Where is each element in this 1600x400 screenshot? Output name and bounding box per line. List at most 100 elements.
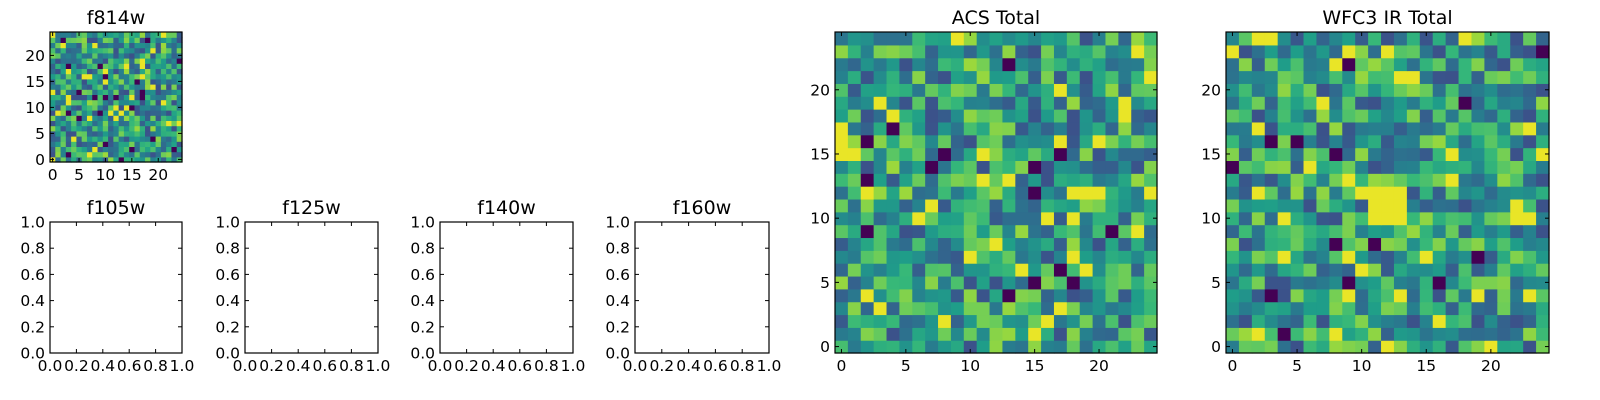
heatmap-cell — [1303, 83, 1318, 97]
heatmap-cell — [155, 104, 162, 111]
heatmap-cell — [1484, 173, 1498, 187]
heatmap-cell — [1226, 275, 1240, 290]
heatmap-cell — [1329, 173, 1343, 187]
heatmap-cell — [1105, 70, 1119, 84]
heatmap-cell — [963, 173, 978, 187]
heatmap-cell — [1368, 237, 1382, 251]
heatmap-cell — [113, 136, 120, 142]
heatmap-cell — [92, 115, 99, 121]
heatmap-cell — [1015, 70, 1029, 84]
heatmap-cell — [835, 147, 849, 161]
heatmap-cell — [1342, 147, 1356, 161]
heatmap-cell — [1523, 301, 1537, 316]
heatmap-cell — [1523, 327, 1537, 341]
heatmap-cell — [171, 78, 178, 85]
heatmap-cell — [1118, 327, 1132, 341]
heatmap-cell — [873, 83, 888, 97]
heatmap-cell — [50, 63, 56, 69]
heatmap-cell — [60, 32, 67, 38]
heatmap-cell — [1092, 83, 1107, 97]
heatmap-cell — [1053, 198, 1068, 213]
heatmap-cell — [81, 32, 88, 38]
heatmap-cell — [1355, 32, 1369, 46]
heatmap-cell — [50, 89, 56, 95]
heatmap-cell — [1226, 263, 1240, 277]
heatmap-cell — [1144, 57, 1158, 72]
heatmap-cell — [886, 340, 900, 354]
heatmap-cell — [166, 136, 173, 142]
heatmap-cell — [123, 58, 130, 64]
heatmap-cell — [1484, 250, 1498, 264]
heatmap-cell — [1105, 237, 1119, 251]
y-tick-label: 0.8 — [215, 240, 240, 258]
heatmap-cell — [1393, 198, 1408, 213]
heatmap-cell — [860, 134, 875, 149]
heatmap-cell — [835, 198, 849, 213]
heatmap-cell — [1458, 134, 1473, 149]
heatmap-cell — [129, 84, 136, 90]
heatmap-cell — [1497, 160, 1511, 174]
heatmap-cell — [1066, 70, 1081, 84]
heatmap-cell — [950, 32, 965, 46]
heatmap-cell — [925, 340, 939, 354]
heatmap-cell — [1471, 237, 1485, 251]
heatmap-cell — [899, 44, 913, 59]
heatmap-cell — [1028, 44, 1042, 59]
y-tick-label: 0.6 — [215, 266, 240, 284]
heatmap-cell — [108, 146, 114, 153]
heatmap-cell — [912, 314, 926, 328]
heatmap-cell — [976, 340, 991, 354]
heatmap-cell — [81, 151, 88, 158]
heatmap-cell — [71, 89, 77, 95]
heatmap-cell — [166, 42, 173, 49]
heatmap-cell — [1381, 301, 1395, 316]
heatmap-cell — [950, 224, 965, 239]
x-tick-label: 1.0 — [366, 357, 391, 375]
heatmap-cell — [1484, 211, 1498, 226]
heatmap-cell — [1105, 275, 1119, 290]
heatmap-cell — [176, 141, 183, 147]
heatmap-cell — [160, 136, 167, 142]
heatmap-cell — [1290, 224, 1305, 239]
heatmap-cell — [166, 151, 173, 158]
heatmap-cell — [92, 73, 99, 80]
heatmap-cell — [1316, 134, 1330, 149]
heatmap-cell — [1432, 96, 1447, 110]
heatmap-cell — [1536, 121, 1550, 136]
heatmap-cell — [1510, 301, 1524, 316]
heatmap-cell — [1458, 198, 1473, 213]
x-tick-label: 0.0 — [623, 357, 648, 375]
heatmap-cell — [912, 134, 926, 149]
heatmap-cell — [145, 151, 151, 158]
heatmap-cell — [1105, 211, 1119, 226]
heatmap-cell — [899, 32, 913, 46]
heatmap-cell — [1368, 83, 1382, 97]
heatmap-cell — [1028, 186, 1042, 200]
heatmap-cell — [1458, 224, 1473, 239]
heatmap-cell — [113, 115, 120, 121]
heatmap-cell — [1028, 224, 1042, 239]
heatmap-cell — [60, 99, 67, 106]
heatmap-cell — [71, 130, 77, 137]
heatmap-cell — [886, 147, 900, 161]
heatmap-cell — [1105, 134, 1119, 149]
heatmap-cell — [86, 52, 93, 59]
heatmap-cell — [108, 58, 114, 64]
heatmap-cell — [835, 288, 849, 303]
heatmap-cell — [176, 125, 183, 132]
heatmap-cell — [860, 186, 875, 200]
heatmap-cell — [1277, 288, 1292, 303]
heatmap-cell — [1329, 314, 1343, 328]
heatmap-cell — [950, 263, 965, 277]
heatmap-cell — [873, 44, 888, 59]
heatmap-cell — [1406, 96, 1421, 110]
x-tick-label: 0.6 — [507, 357, 532, 375]
heatmap-cell — [1105, 44, 1119, 59]
heatmap-cell — [1368, 32, 1382, 46]
heatmap-cell — [60, 78, 67, 85]
heatmap-cell — [1015, 186, 1029, 200]
heatmap-cell — [1536, 70, 1550, 84]
heatmap-cell — [108, 32, 114, 38]
heatmap-cell — [1406, 121, 1421, 136]
heatmap-cell — [55, 52, 62, 59]
